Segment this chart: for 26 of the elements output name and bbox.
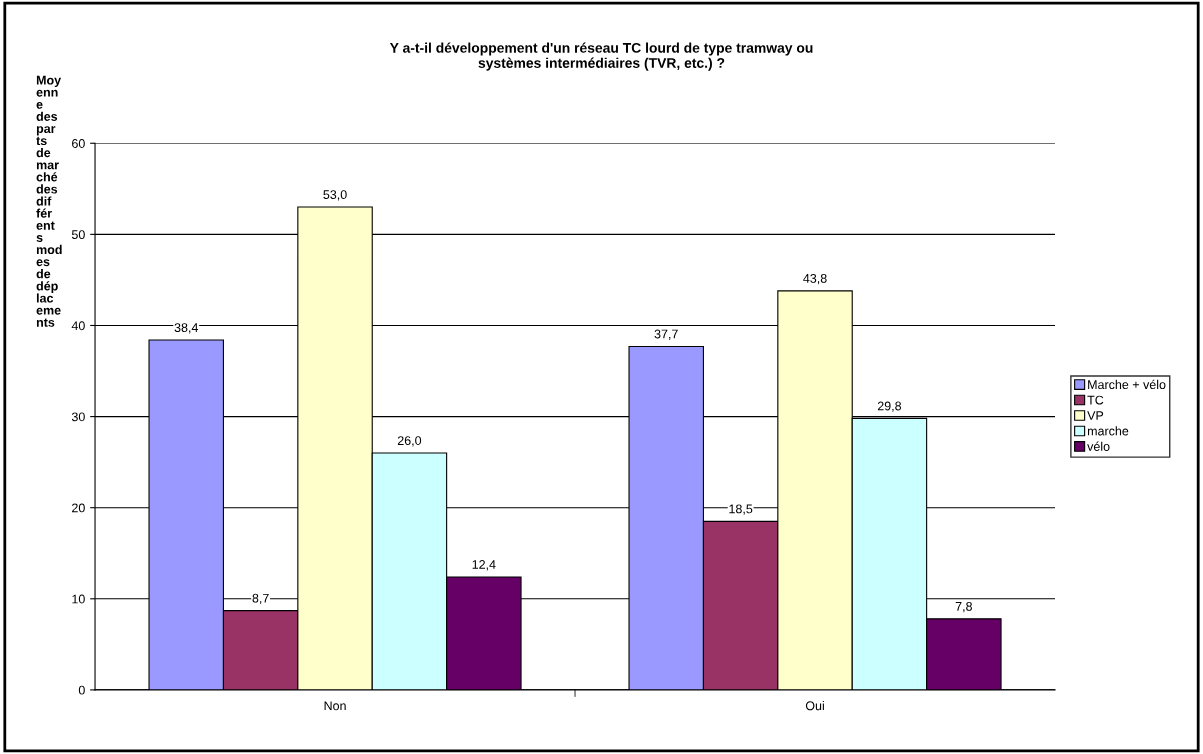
data-label: 38,4 [174,323,199,334]
y-tick-label: 10 [72,594,85,604]
data-label: 8,7 [252,593,269,605]
y-tick-label: 40 [71,321,85,331]
data-label: 37,7 [654,329,678,340]
y-tick-label: 30 [71,412,85,422]
data-label: 26,0 [397,436,422,447]
legend-label: vélo [1087,441,1110,451]
data-label: 53,0 [323,190,347,201]
legend-label: marche [1087,426,1129,436]
x-tick-label: Oui [805,701,824,711]
data-label: 29,8 [877,401,902,412]
data-label: 43,8 [803,273,827,285]
legend-label: TC [1087,395,1104,405]
y-tick-label: 60 [72,139,85,148]
legend-label: VP [1087,411,1104,420]
data-label: 7,8 [955,601,972,613]
chart-title: Y a-t-il développement d'un réseau TC lourd de type tramway ou systèmes intermédiaires (TVR, etc.) ? [389,42,813,71]
data-label: 18,5 [729,504,753,515]
y-tick-label: 50 [71,230,85,240]
text: Moyenne des parts de marché des différents modes de déplacements [36,75,62,327]
y-tick-label: 20 [72,503,85,513]
x-tick-label: Non [324,701,346,711]
data-label: 12,4 [472,560,496,571]
y-tick-label: 0 [78,685,85,695]
legend-label: Marche + vélo [1088,379,1166,390]
